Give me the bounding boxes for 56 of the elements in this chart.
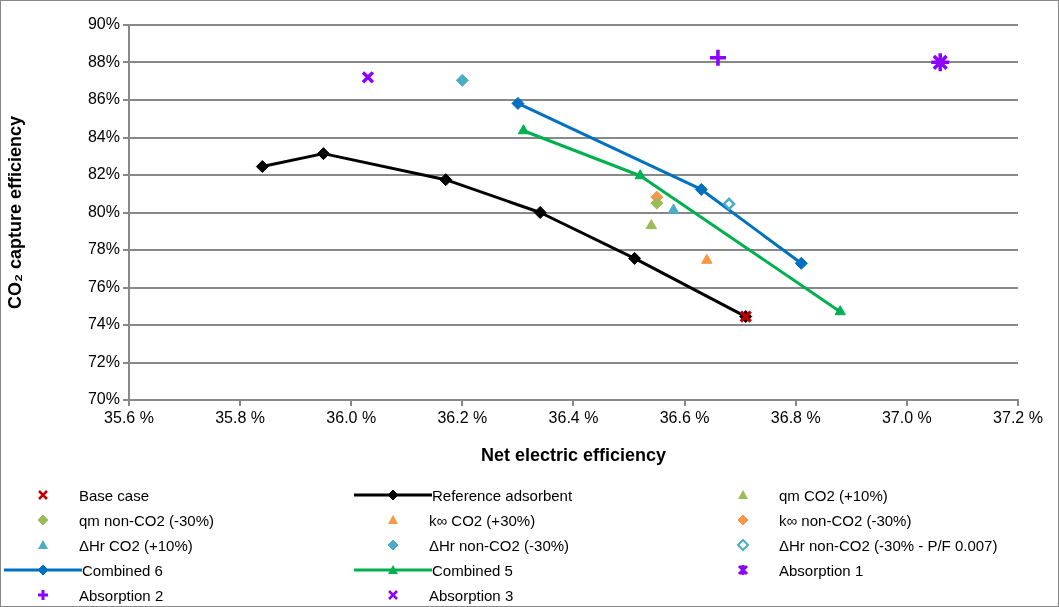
y-tick-label: 82%: [87, 165, 120, 183]
x-tick-label: 36.2 %: [437, 409, 488, 427]
point: [794, 256, 808, 270]
point: [533, 206, 547, 219]
point: [708, 48, 728, 68]
point: [722, 197, 736, 211]
point: [634, 169, 646, 180]
x-tick-label: 35.8 %: [215, 409, 266, 427]
point: [650, 196, 664, 210]
x-axis-title: Net electric efficiency: [480, 445, 667, 466]
point: [511, 96, 525, 110]
x-tick-label: 37.0 %: [881, 409, 932, 427]
legend-label: k∞ non-CO2 (-30%): [779, 511, 912, 529]
legend-label: ΔHr non-CO2 (-30%): [429, 536, 570, 554]
legend-label: Combined 5: [432, 561, 513, 579]
point: [455, 73, 469, 87]
x-tick-label: 36.0 %: [326, 409, 377, 427]
legend-label: ΔHr non-CO2 (-30% - P/F 0.007): [779, 536, 998, 554]
point: [517, 124, 530, 135]
y-tick-label: 78%: [87, 240, 120, 258]
x-tick-label: 37.2 %: [993, 409, 1043, 427]
legend-label: k∞ CO2 (+30%): [429, 511, 536, 529]
point: [361, 70, 375, 85]
point: [316, 147, 330, 161]
y-tick-label: 76%: [87, 277, 120, 295]
legend-label: Reference adsorbent: [432, 486, 573, 504]
legend-label: Absorption 3: [429, 586, 514, 604]
legend-label: qm CO2 (+10%): [779, 486, 888, 504]
y-tick-label: 74%: [87, 315, 120, 333]
point: [667, 203, 680, 214]
point: [701, 253, 713, 264]
y-tick-label: 70%: [87, 390, 120, 408]
x-tick-label: 35.6 %: [104, 409, 154, 427]
point: [929, 51, 951, 74]
legend-label: Combined 6: [82, 561, 163, 579]
x-tick-label: 36.4 %: [548, 409, 599, 427]
point: [255, 160, 269, 174]
point: [694, 182, 708, 196]
legend-label: Base case: [79, 486, 150, 504]
y-axis-title: CO₂ capture efficiency: [4, 115, 25, 310]
x-tick-label: 36.6 %: [659, 409, 710, 427]
point: [834, 305, 846, 316]
point: [628, 251, 642, 265]
legend-label: qm non-CO2 (-30%): [79, 511, 215, 529]
legend-label: Absorption 2: [79, 586, 164, 604]
legend-label: ΔHr CO2 (+10%): [79, 536, 193, 554]
y-tick-label: 84%: [87, 127, 120, 145]
y-tick-label: 86%: [87, 90, 120, 108]
y-tick-label: 90%: [87, 15, 120, 33]
x-tick-label: 36.8 %: [770, 409, 821, 427]
legend-label: Absorption 1: [779, 561, 864, 579]
y-tick-label: 80%: [87, 202, 120, 220]
y-tick-label: 72%: [87, 352, 120, 370]
point: [439, 173, 453, 187]
point: [645, 219, 657, 230]
y-tick-label: 88%: [87, 52, 120, 70]
